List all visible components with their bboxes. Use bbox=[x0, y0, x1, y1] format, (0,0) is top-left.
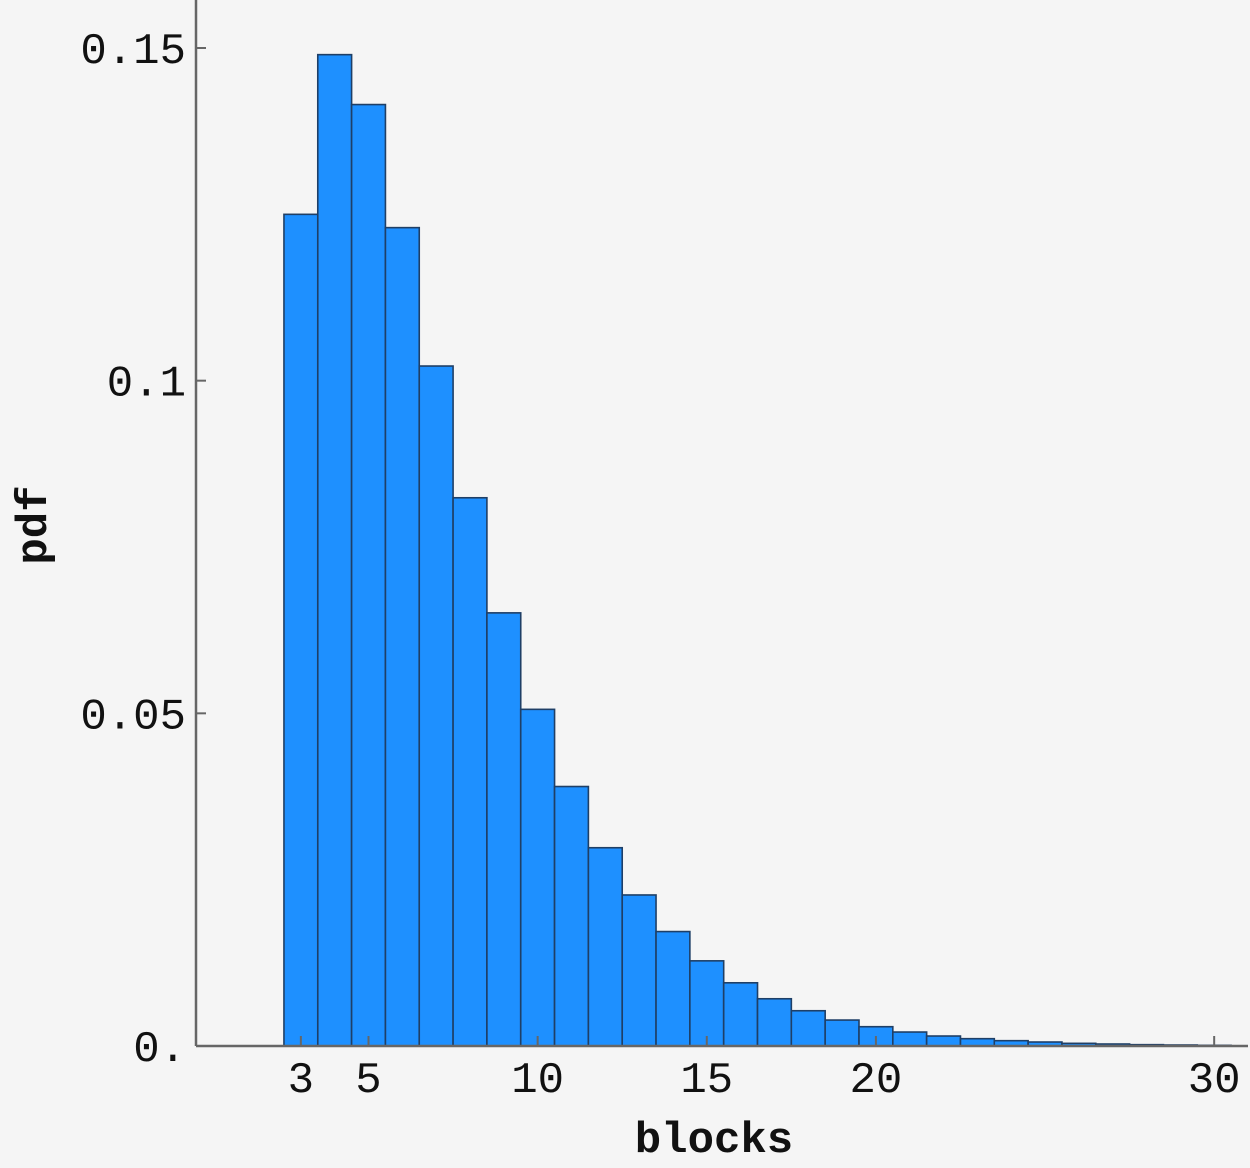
histogram-bar bbox=[587, 846, 624, 1047]
histogram-bar bbox=[519, 708, 556, 1047]
histogram-bar bbox=[824, 1019, 860, 1047]
histogram-bar bbox=[756, 997, 793, 1047]
x-tick-label: 30 bbox=[1188, 1056, 1241, 1106]
histogram-bar bbox=[722, 981, 759, 1047]
y-tick-label: 0.05 bbox=[80, 692, 186, 742]
y-tick-label: 0.1 bbox=[107, 360, 186, 410]
bars-layer bbox=[283, 53, 1232, 1047]
x-tick-label: 20 bbox=[850, 1056, 903, 1106]
x-ticks: 3 5 10 15 20 30 bbox=[288, 1036, 1241, 1106]
histogram-bar bbox=[892, 1031, 928, 1047]
histogram-bar bbox=[553, 785, 590, 1047]
histogram-bar bbox=[384, 226, 421, 1047]
axes-layer bbox=[194, 0, 1248, 1048]
histogram-bar bbox=[790, 1009, 826, 1047]
x-tick-label: 15 bbox=[680, 1056, 733, 1106]
histogram-bar bbox=[621, 894, 657, 1047]
y-axis-title: pdf bbox=[10, 485, 60, 564]
histogram-bar bbox=[316, 53, 353, 1047]
histogram-bar bbox=[452, 496, 488, 1047]
histogram-bar bbox=[925, 1035, 962, 1047]
histogram-bar bbox=[350, 103, 387, 1047]
x-axis-title: blocks bbox=[635, 1116, 793, 1166]
histogram-bar bbox=[418, 365, 454, 1047]
histogram-bar bbox=[689, 960, 725, 1047]
x-tick-label: 3 bbox=[288, 1056, 314, 1106]
histogram-bar bbox=[283, 213, 319, 1047]
x-tick-label: 10 bbox=[511, 1056, 564, 1106]
y-tick-label: 0. bbox=[133, 1025, 186, 1075]
x-tick-label: 5 bbox=[355, 1056, 381, 1106]
histogram-bar bbox=[655, 930, 691, 1047]
y-tick-label: 0.15 bbox=[80, 27, 186, 77]
histogram-bar bbox=[486, 612, 522, 1047]
y-ticks: 0. 0.05 0.1 0.15 bbox=[80, 27, 206, 1075]
